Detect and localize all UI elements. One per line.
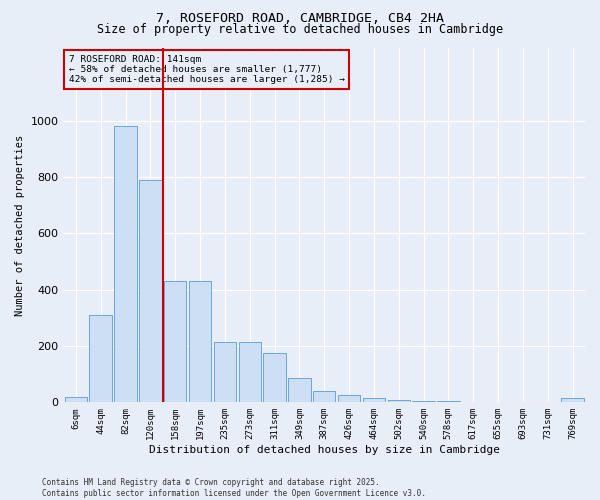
- Bar: [164, 281, 187, 402]
- Bar: [412, 401, 435, 402]
- Bar: [338, 396, 360, 402]
- Bar: [189, 281, 211, 402]
- Bar: [214, 342, 236, 402]
- Y-axis label: Number of detached properties: Number of detached properties: [15, 134, 25, 316]
- Text: 7, ROSEFORD ROAD, CAMBRIDGE, CB4 2HA: 7, ROSEFORD ROAD, CAMBRIDGE, CB4 2HA: [156, 12, 444, 26]
- Bar: [313, 391, 335, 402]
- Bar: [239, 342, 261, 402]
- X-axis label: Distribution of detached houses by size in Cambridge: Distribution of detached houses by size …: [149, 445, 500, 455]
- Bar: [288, 378, 311, 402]
- Bar: [437, 401, 460, 402]
- Text: Contains HM Land Registry data © Crown copyright and database right 2025.
Contai: Contains HM Land Registry data © Crown c…: [42, 478, 426, 498]
- Text: Size of property relative to detached houses in Cambridge: Size of property relative to detached ho…: [97, 22, 503, 36]
- Bar: [562, 398, 584, 402]
- Bar: [363, 398, 385, 402]
- Bar: [139, 180, 161, 402]
- Bar: [89, 315, 112, 402]
- Bar: [115, 126, 137, 402]
- Text: 7 ROSEFORD ROAD: 141sqm
← 58% of detached houses are smaller (1,777)
42% of semi: 7 ROSEFORD ROAD: 141sqm ← 58% of detache…: [68, 54, 344, 84]
- Bar: [65, 396, 87, 402]
- Bar: [388, 400, 410, 402]
- Bar: [263, 353, 286, 403]
